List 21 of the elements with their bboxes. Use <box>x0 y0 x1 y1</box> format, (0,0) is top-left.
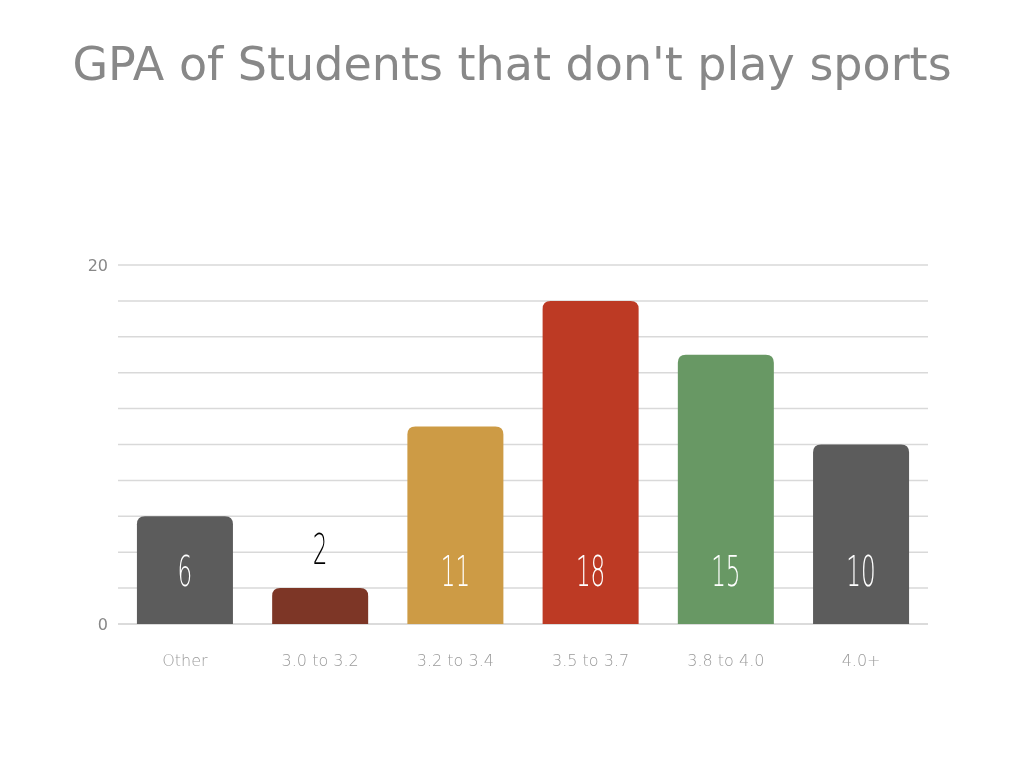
data-label: 6 <box>177 547 193 596</box>
x-tick-label: 3.8 to 4.0 <box>687 651 765 670</box>
y-tick-label: 0 <box>97 614 108 634</box>
y-tick-label: 20 <box>87 255 108 275</box>
bar <box>272 588 369 624</box>
x-tick-label: Other <box>162 651 209 670</box>
bar <box>542 300 639 624</box>
x-tick-label: 3.0 to 3.2 <box>281 651 359 670</box>
bar <box>136 516 233 624</box>
data-label: 15 <box>711 547 741 596</box>
x-tick-label: 3.2 to 3.4 <box>416 651 494 670</box>
x-tick-label: 4.0+ <box>841 651 881 670</box>
data-label: 18 <box>575 547 606 596</box>
chart-title: GPA of Students that don't play sports <box>72 37 952 91</box>
bar <box>677 354 774 624</box>
bar <box>407 426 504 624</box>
data-label: 11 <box>440 547 471 596</box>
data-label: 10 <box>846 547 876 596</box>
data-label: 2 <box>312 525 328 575</box>
x-tick-label: 3.5 to 3.7 <box>552 651 630 670</box>
bar <box>813 444 910 624</box>
